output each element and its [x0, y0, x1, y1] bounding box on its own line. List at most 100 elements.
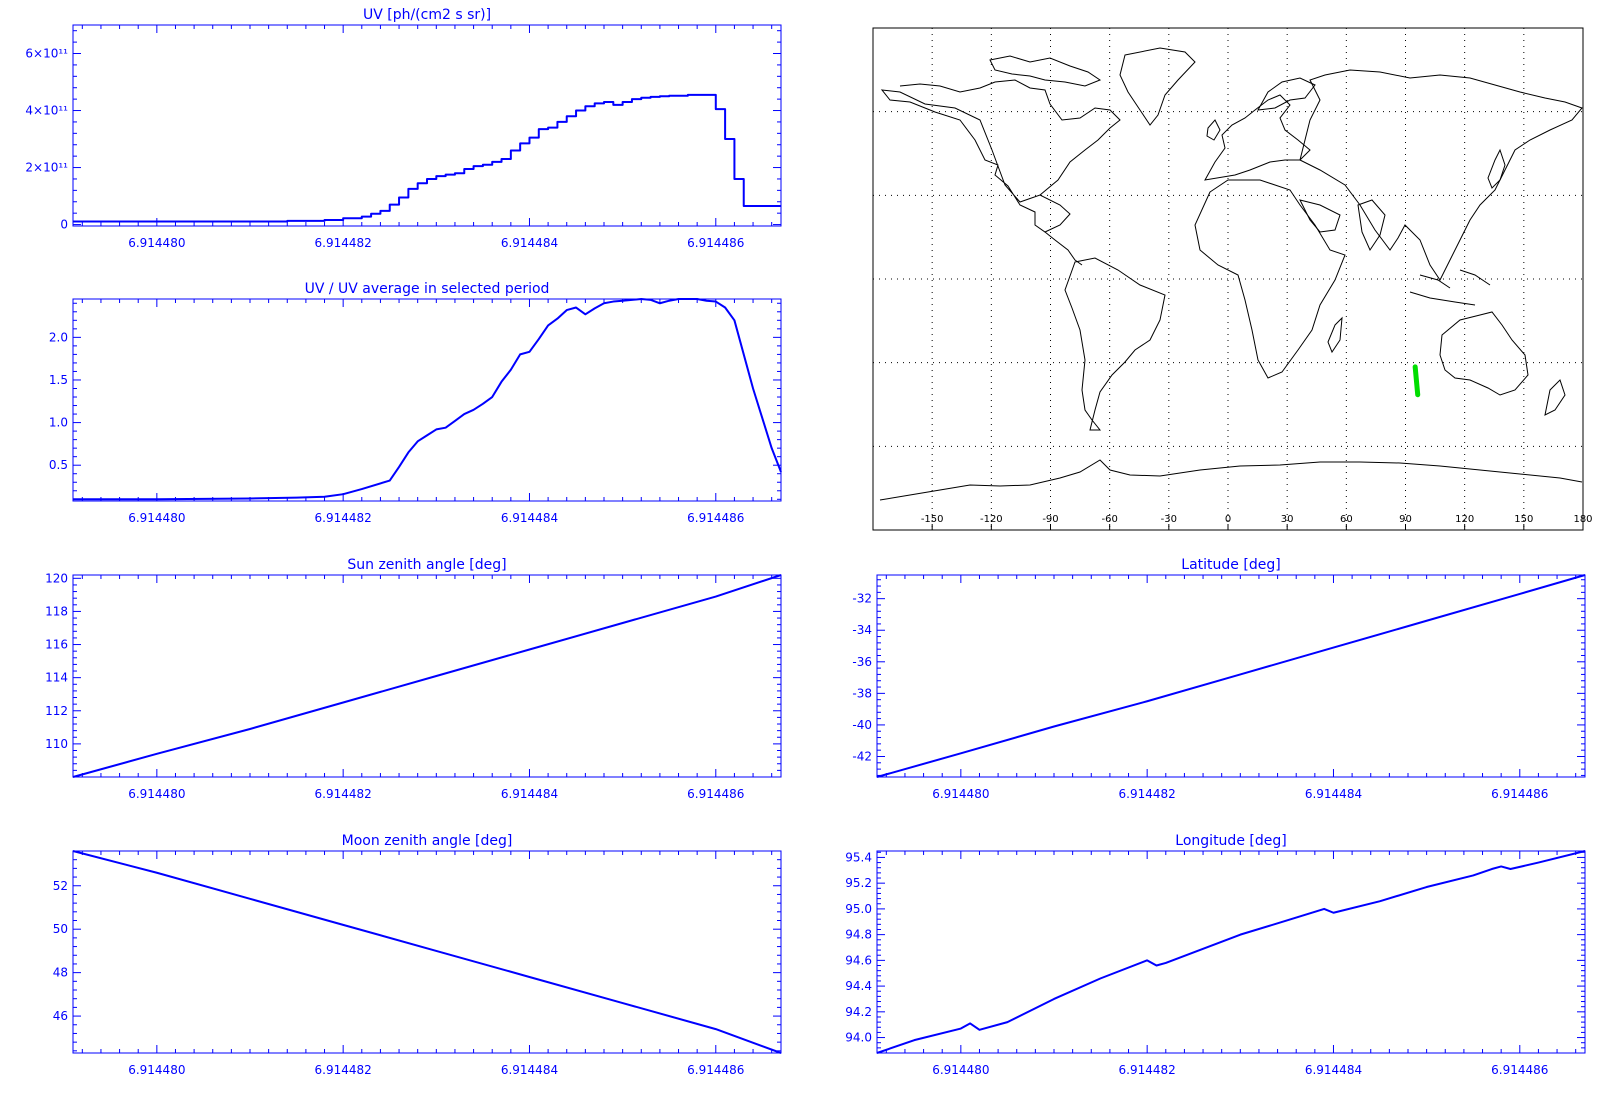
map-graticule: [873, 28, 1583, 530]
y-tick-label: 0: [60, 218, 68, 232]
x-tick-label: 6.914484: [1305, 787, 1362, 801]
y-tick-label: 94.4: [845, 979, 872, 993]
coastline-north-america: [880, 89, 1071, 233]
coastline-scandinavia: [1257, 77, 1316, 111]
uv-chart: UV [ph/(cm2 s sr)] 6.914480 6.914482 6.9144…: [25, 7, 782, 250]
y-tick-label: 1.5: [49, 373, 68, 387]
y-tick-label: 52: [53, 879, 68, 893]
map-x-tick-label: 150: [1514, 514, 1533, 525]
x-tick-label: 6.914486: [1491, 787, 1548, 801]
y-tick-label: 50: [53, 922, 68, 936]
x-tick-label: 6.914484: [501, 787, 558, 801]
x-tick-label: 6.914482: [1119, 1063, 1176, 1077]
y-tick-label: -36: [852, 655, 872, 669]
coastline-british-isles: [1206, 119, 1221, 141]
y-tick-label: 0.5: [49, 458, 68, 472]
coastline-madagascar: [1327, 316, 1343, 354]
map-x-tick-label: 0: [1225, 514, 1231, 525]
coastline-indonesia: [1409, 269, 1491, 306]
x-tick-label: 6.914486: [1491, 1063, 1548, 1077]
x-tick-label: 6.914486: [687, 236, 744, 250]
y-tick-label: 95.4: [845, 850, 872, 864]
y-tick-label: 94.0: [845, 1031, 872, 1045]
coastline-japan: [1487, 148, 1506, 189]
plot-frame: [72, 24, 782, 227]
map-longitude-ticks: -150 -120 -90 -60 -30 0 30 60 90 120 150 180: [921, 514, 1593, 530]
chart-title: UV / UV average in selected period: [305, 281, 550, 297]
series-line: [876, 574, 1586, 778]
y-tick-label: -42: [852, 749, 872, 763]
y-tick-label: 118: [45, 604, 68, 618]
y-tick-label: 94.2: [845, 1005, 872, 1019]
y-tick-label: 114: [45, 671, 68, 685]
x-tick-label: 6.914484: [501, 1063, 558, 1077]
coastline-south-america: [1064, 257, 1166, 431]
x-tick-label: 6.914480: [128, 1063, 185, 1077]
x-tick-label: 6.914482: [315, 787, 372, 801]
uv-ratio-chart: UV / UV average in selected period 6.9144…: [49, 281, 782, 525]
x-tick-label: 6.914480: [128, 236, 185, 250]
map-x-tick-label: -90: [1042, 514, 1058, 525]
y-tick-label: 94.6: [845, 953, 872, 967]
x-tick-label: 6.914484: [501, 511, 558, 525]
y-tick-label: 116: [45, 638, 68, 652]
chart-title: Sun zenith angle [deg]: [347, 557, 506, 573]
chart-title: Moon zenith angle [deg]: [342, 833, 513, 849]
y-tick-label: 4×10¹¹: [25, 104, 68, 118]
y-tick-label: 2.0: [49, 330, 68, 344]
longitude-chart: Longitude [deg] 6.914480 6.914482 6.914484 6…: [845, 833, 1586, 1077]
moon-zenith-angle-chart: Moon zenith angle [deg] 6.914480 6.914482 6…: [53, 833, 782, 1077]
map-x-tick-label: -60: [1101, 514, 1117, 525]
y-tick-label: 1.0: [49, 416, 68, 430]
x-tick-label: 6.914482: [315, 1063, 372, 1077]
y-tick-label: -38: [852, 686, 872, 700]
map-x-tick-label: 60: [1340, 514, 1353, 525]
coastline-europe: [1204, 94, 1311, 181]
map-x-tick-label: 120: [1455, 514, 1474, 525]
plot-frame: [72, 850, 782, 1054]
y-tick-label: 95.0: [845, 902, 872, 916]
coastline-antarctica: [879, 459, 1583, 501]
map-x-tick-label: 180: [1573, 514, 1592, 525]
y-tick-label: 46: [53, 1009, 68, 1023]
x-tick-label: 6.914480: [128, 511, 185, 525]
x-tick-label: 6.914484: [501, 236, 558, 250]
x-tick-label: 6.914480: [932, 787, 989, 801]
x-tick-label: 6.914484: [1305, 1063, 1362, 1077]
y-tick-label: 6×10¹¹: [25, 47, 68, 61]
y-tick-label: -32: [852, 592, 872, 606]
chart-title: Latitude [deg]: [1181, 557, 1280, 573]
y-tick-label: -34: [852, 623, 872, 637]
y-tick-label: 110: [45, 737, 68, 751]
x-tick-label: 6.914486: [687, 511, 744, 525]
y-tick-label: 120: [45, 571, 68, 585]
map-x-tick-label: -150: [921, 514, 944, 525]
x-tick-label: 6.914486: [687, 787, 744, 801]
series-line: [73, 93, 781, 223]
x-tick-label: 6.914482: [315, 236, 372, 250]
map-x-tick-label: 30: [1281, 514, 1294, 525]
x-tick-label: 6.914486: [687, 1063, 744, 1077]
coastline-greenland: [1119, 47, 1196, 126]
coastline-asia: [1299, 69, 1583, 281]
y-tick-label: 2×10¹¹: [25, 161, 68, 175]
latitude-chart: Latitude [deg] 6.914480 6.914482 6.914484 6.…: [852, 557, 1586, 801]
map-x-tick-label: 90: [1399, 514, 1412, 525]
coastlines: [879, 47, 1583, 501]
y-tick-label: -40: [852, 718, 872, 732]
plot-frame: [72, 574, 782, 778]
plot-frame: [876, 574, 1586, 778]
plot-frame: [72, 298, 782, 502]
plot-frame: [876, 850, 1586, 1054]
sun-zenith-angle-chart: Sun zenith angle [deg] 6.914480 6.914482 6.…: [45, 557, 782, 801]
coastline-australia: [1439, 311, 1529, 396]
map-x-tick-label: -30: [1161, 514, 1177, 525]
map-x-tick-label: -120: [980, 514, 1003, 525]
x-tick-label: 6.914482: [1119, 787, 1176, 801]
coastline-new-zealand: [1544, 379, 1566, 416]
world-map: -150 -120 -90 -60 -30 0 30 60 90 120 150 180: [872, 27, 1593, 531]
x-tick-label: 6.914480: [932, 1063, 989, 1077]
coastline-africa: [1194, 179, 1346, 379]
coastline-east-north-america: [899, 79, 1121, 196]
